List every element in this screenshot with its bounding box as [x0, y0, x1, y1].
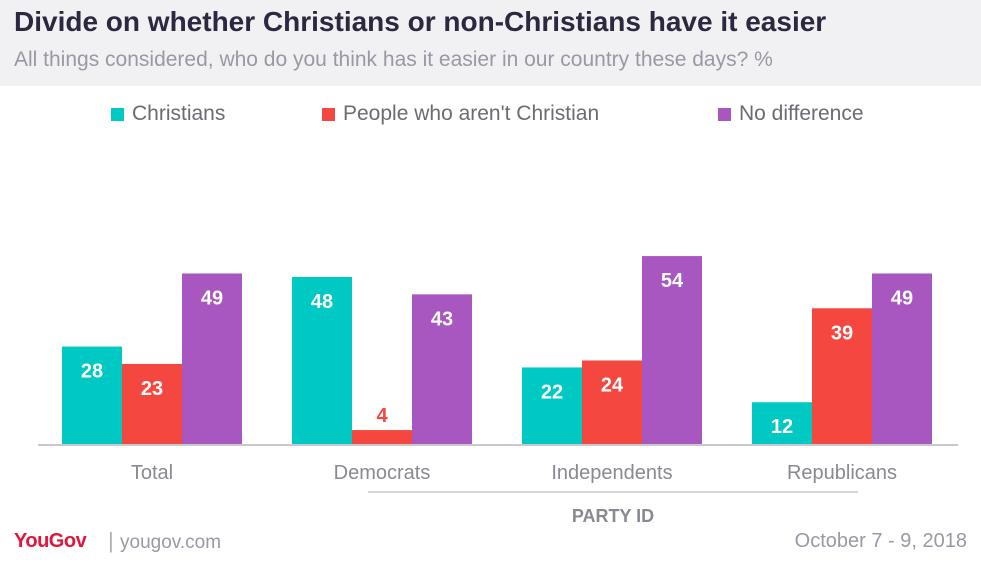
- data-label-non-christians: 4: [376, 405, 388, 427]
- footer-date: October 7 - 9, 2018: [794, 530, 967, 552]
- data-label-non-christians: 24: [601, 374, 624, 396]
- legend-item-non-christians: People who aren't Christian: [322, 102, 599, 126]
- data-label-no-difference: 49: [891, 287, 913, 309]
- chart-subtitle: All things considered, who do you think …: [14, 48, 773, 71]
- category-label: Independents: [551, 462, 672, 484]
- bar-no-difference: [412, 294, 472, 444]
- bar-non-christians: [352, 430, 412, 444]
- data-label-christians: 28: [81, 361, 103, 383]
- footer-separator: |: [108, 528, 114, 553]
- category-label: Republicans: [787, 462, 897, 484]
- data-label-no-difference: 54: [661, 270, 684, 292]
- bar-christians: [62, 346, 122, 444]
- bar-no-difference: [872, 273, 932, 444]
- party-id-label: PARTY ID: [572, 506, 654, 526]
- yougov-logo: YouGov: [14, 530, 87, 552]
- data-label-christians: 48: [311, 291, 333, 313]
- legend-swatch-no-difference: [718, 107, 731, 121]
- legend-label-non-christians: People who aren't Christian: [343, 102, 600, 125]
- bar-no-difference: [642, 256, 702, 444]
- data-label-no-difference: 49: [201, 287, 223, 309]
- legend-label-no-difference: No difference: [739, 102, 864, 125]
- category-label: Democrats: [334, 462, 431, 484]
- bar-christians: [292, 276, 352, 444]
- bar-non-christians: [122, 363, 182, 444]
- bar-christians: [752, 402, 812, 444]
- header-band: Divide on whether Christians or non-Chri…: [0, 0, 981, 86]
- bar-non-christians: [582, 360, 642, 444]
- bar-christians: [522, 367, 582, 444]
- footer-url: yougov.com: [120, 532, 222, 553]
- data-label-non-christians: 23: [141, 378, 163, 400]
- chart-title: Divide on whether Christians or non-Chri…: [14, 6, 827, 37]
- data-label-no-difference: 43: [431, 308, 453, 330]
- category-label: Total: [131, 462, 173, 484]
- data-label-non-christians: 39: [831, 322, 853, 344]
- legend: Christians People who aren't Christian N…: [0, 102, 981, 132]
- bar-no-difference: [182, 273, 242, 444]
- legend-item-christians: Christians: [111, 102, 225, 126]
- data-label-christians: 12: [771, 416, 793, 438]
- legend-label-christians: Christians: [132, 102, 226, 125]
- legend-item-no-difference: No difference: [718, 102, 864, 126]
- legend-swatch-christians: [111, 107, 124, 121]
- bar-non-christians: [812, 308, 872, 444]
- data-label-christians: 22: [541, 381, 563, 403]
- legend-swatch-non-christians: [322, 107, 335, 121]
